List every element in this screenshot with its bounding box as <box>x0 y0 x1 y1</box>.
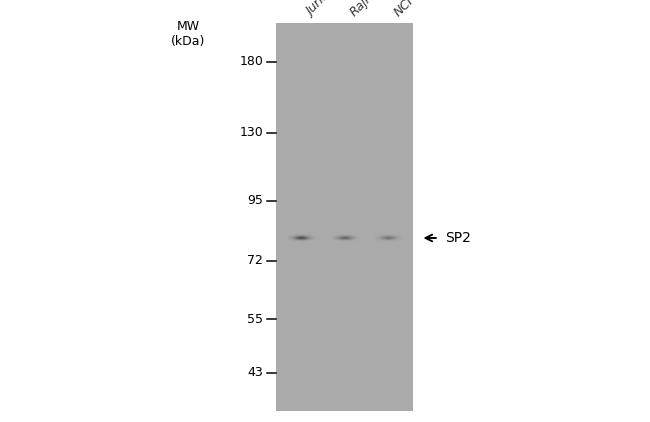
Text: MW
(kDa): MW (kDa) <box>172 20 205 49</box>
Text: 55: 55 <box>247 313 263 326</box>
Text: 43: 43 <box>248 366 263 379</box>
Text: NCI-H929: NCI-H929 <box>391 0 443 19</box>
Text: 180: 180 <box>239 55 263 68</box>
Text: Raji: Raji <box>348 0 373 19</box>
Text: 130: 130 <box>239 126 263 139</box>
Text: 95: 95 <box>248 194 263 207</box>
Text: Jurkat: Jurkat <box>304 0 339 19</box>
Bar <box>276 23 413 411</box>
Text: 72: 72 <box>248 254 263 268</box>
Text: SP2: SP2 <box>445 231 471 245</box>
